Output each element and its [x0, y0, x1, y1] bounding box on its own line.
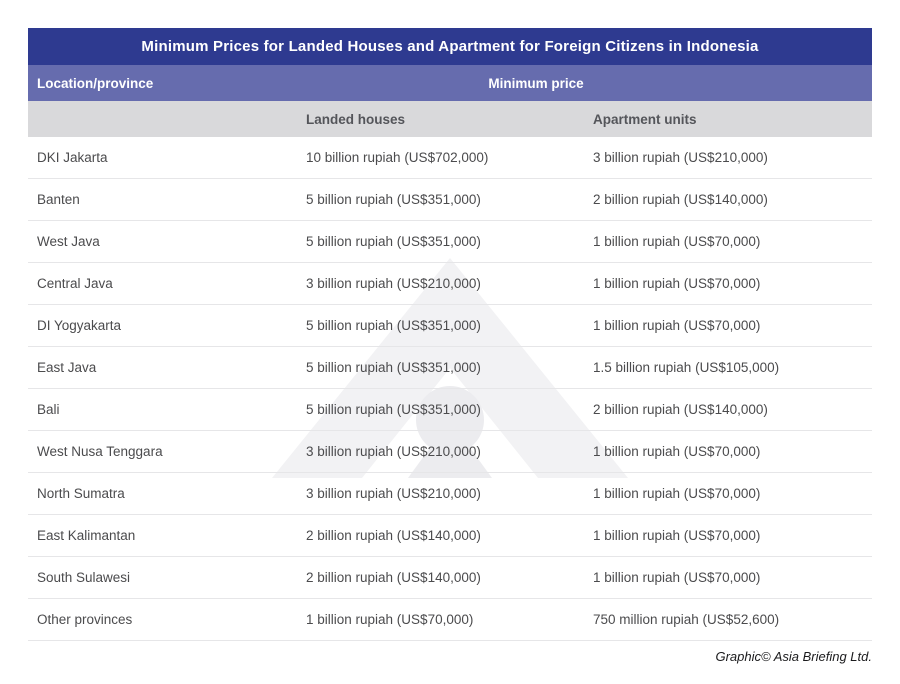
- cell-apartment-price: 2 billion rupiah (US$140,000): [593, 402, 768, 417]
- cell-apartment-price: 2 billion rupiah (US$140,000): [593, 192, 768, 207]
- cell-landed-price: 5 billion rupiah (US$351,000): [306, 318, 481, 333]
- price-table: Minimum Prices for Landed Houses and Apa…: [28, 28, 872, 641]
- cell-location: Bali: [37, 402, 60, 417]
- table-row: Central Java 3 billion rupiah (US$210,00…: [28, 263, 872, 305]
- cell-landed-price: 1 billion rupiah (US$70,000): [306, 612, 474, 627]
- column-header-landed-houses: Landed houses: [306, 111, 406, 127]
- cell-location: West Java: [37, 234, 100, 249]
- column-header-apartment-units: Apartment units: [593, 111, 697, 127]
- cell-location: West Nusa Tenggara: [37, 444, 163, 459]
- table-row: DKI Jakarta 10 billion rupiah (US$702,00…: [28, 137, 872, 179]
- cell-location: East Java: [37, 360, 97, 375]
- cell-location: South Sulawesi: [37, 570, 131, 585]
- cell-apartment-price: 750 million rupiah (US$52,600): [593, 612, 780, 627]
- cell-apartment-price: 1.5 billion rupiah (US$105,000): [593, 360, 780, 375]
- table-title: Minimum Prices for Landed Houses and Apa…: [28, 28, 872, 65]
- cell-apartment-price: 1 billion rupiah (US$70,000): [593, 570, 761, 585]
- cell-landed-price: 2 billion rupiah (US$140,000): [306, 570, 481, 585]
- header-location-province: Location/province: [37, 75, 154, 91]
- table-row: North Sumatra 3 billion rupiah (US$210,0…: [28, 473, 872, 515]
- header-minimum-price: Minimum price: [488, 75, 584, 91]
- cell-location: DKI Jakarta: [37, 150, 108, 165]
- cell-apartment-price: 1 billion rupiah (US$70,000): [593, 444, 761, 459]
- table-subheader-row: Landed houses Apartment units: [28, 101, 872, 137]
- graphic-credit: Graphic© Asia Briefing Ltd.: [715, 649, 872, 664]
- cell-landed-price: 10 billion rupiah (US$702,000): [306, 150, 489, 165]
- cell-apartment-price: 1 billion rupiah (US$70,000): [593, 318, 761, 333]
- cell-landed-price: 5 billion rupiah (US$351,000): [306, 234, 481, 249]
- cell-apartment-price: 3 billion rupiah (US$210,000): [593, 150, 768, 165]
- cell-landed-price: 3 billion rupiah (US$210,000): [306, 276, 481, 291]
- cell-landed-price: 3 billion rupiah (US$210,000): [306, 444, 481, 459]
- cell-apartment-price: 1 billion rupiah (US$70,000): [593, 276, 761, 291]
- table-row: East Java 5 billion rupiah (US$351,000) …: [28, 347, 872, 389]
- cell-location: East Kalimantan: [37, 528, 136, 543]
- table-body: DKI Jakarta 10 billion rupiah (US$702,00…: [28, 137, 872, 641]
- table-row: West Java 5 billion rupiah (US$351,000) …: [28, 221, 872, 263]
- cell-location: Other provinces: [37, 612, 133, 627]
- table-header-group-row: Location/province Minimum price: [28, 65, 872, 101]
- cell-location: Banten: [37, 192, 80, 207]
- table-row: West Nusa Tenggara 3 billion rupiah (US$…: [28, 431, 872, 473]
- cell-apartment-price: 1 billion rupiah (US$70,000): [593, 528, 761, 543]
- cell-landed-price: 5 billion rupiah (US$351,000): [306, 192, 481, 207]
- cell-location: DI Yogyakarta: [37, 318, 122, 333]
- table-row: South Sulawesi 2 billion rupiah (US$140,…: [28, 557, 872, 599]
- cell-landed-price: 5 billion rupiah (US$351,000): [306, 360, 481, 375]
- table-title-text: Minimum Prices for Landed Houses and Apa…: [141, 38, 759, 55]
- table-row: East Kalimantan 2 billion rupiah (US$140…: [28, 515, 872, 557]
- cell-landed-price: 5 billion rupiah (US$351,000): [306, 402, 481, 417]
- table-row: Other provinces 1 billion rupiah (US$70,…: [28, 599, 872, 641]
- cell-landed-price: 2 billion rupiah (US$140,000): [306, 528, 481, 543]
- cell-location: North Sumatra: [37, 486, 125, 501]
- cell-apartment-price: 1 billion rupiah (US$70,000): [593, 486, 761, 501]
- cell-landed-price: 3 billion rupiah (US$210,000): [306, 486, 481, 501]
- cell-apartment-price: 1 billion rupiah (US$70,000): [593, 234, 761, 249]
- table-row: Banten 5 billion rupiah (US$351,000) 2 b…: [28, 179, 872, 221]
- table-row: DI Yogyakarta 5 billion rupiah (US$351,0…: [28, 305, 872, 347]
- table-row: Bali 5 billion rupiah (US$351,000) 2 bil…: [28, 389, 872, 431]
- cell-location: Central Java: [37, 276, 113, 291]
